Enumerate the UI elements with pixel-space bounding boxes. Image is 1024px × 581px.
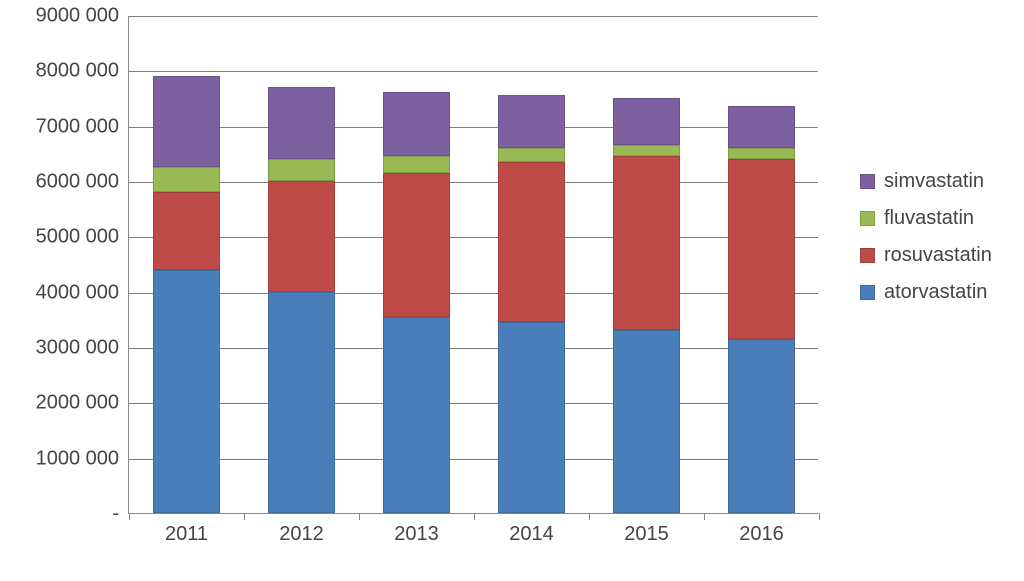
x-tick-label: 2012 <box>279 513 324 546</box>
y-tick-label: - <box>112 503 129 526</box>
gridline <box>129 182 818 183</box>
y-tick-label: 8000 000 <box>36 60 129 83</box>
bar-segment-atorvastatin <box>498 322 565 513</box>
x-tick-label: 2014 <box>509 513 554 546</box>
legend-swatch <box>860 211 875 226</box>
x-tick-mark <box>704 513 705 520</box>
x-tick-mark <box>819 513 820 520</box>
y-tick-label: 7000 000 <box>36 115 129 138</box>
x-tick-mark <box>359 513 360 520</box>
y-tick-label: 4000 000 <box>36 281 129 304</box>
bar-segment-atorvastatin <box>268 292 335 513</box>
bar-segment-fluvastatin <box>383 156 450 173</box>
bar-segment-atorvastatin <box>728 339 795 513</box>
bar-segment-simvastatin <box>728 106 795 148</box>
x-tick-mark <box>129 513 130 520</box>
x-tick-label: 2011 <box>165 513 208 546</box>
gridline <box>129 293 818 294</box>
legend-label: fluvastatin <box>884 207 974 230</box>
bar-segment-simvastatin <box>153 76 220 167</box>
x-tick-mark <box>589 513 590 520</box>
legend-item-atorvastatin: atorvastatin <box>860 281 992 304</box>
gridline <box>129 403 818 404</box>
bar-segment-rosuvastatin <box>268 181 335 292</box>
legend-item-rosuvastatin: rosuvastatin <box>860 244 992 267</box>
legend-item-fluvastatin: fluvastatin <box>860 207 992 230</box>
legend-label: rosuvastatin <box>884 244 992 267</box>
y-tick-label: 1000 000 <box>36 447 129 470</box>
legend: simvastatin fluvastatin rosuvastatin atorva… <box>860 170 992 318</box>
stacked-bar-chart: - 1000 000 2000 000 3000 000 4000 000 5000 00… <box>0 0 1024 581</box>
y-tick-label: 2000 000 <box>36 392 129 415</box>
bar-segment-fluvastatin <box>613 145 680 156</box>
bar-segment-atorvastatin <box>613 330 680 513</box>
y-tick-label: 6000 000 <box>36 171 129 194</box>
x-tick-label: 2015 <box>624 513 669 546</box>
x-tick-label: 2016 <box>739 513 784 546</box>
gridline <box>129 348 818 349</box>
bar-segment-atorvastatin <box>383 317 450 513</box>
y-tick-label: 3000 000 <box>36 337 129 360</box>
gridline <box>129 16 818 17</box>
legend-swatch <box>860 248 875 263</box>
legend-swatch <box>860 174 875 189</box>
bar-segment-fluvastatin <box>728 148 795 159</box>
legend-swatch <box>860 285 875 300</box>
y-tick-label: 5000 000 <box>36 226 129 249</box>
x-tick-label: 2013 <box>394 513 439 546</box>
bar-segment-simvastatin <box>383 92 450 156</box>
bar-segment-rosuvastatin <box>498 162 565 322</box>
bar-segment-rosuvastatin <box>153 192 220 269</box>
bar-segment-simvastatin <box>498 95 565 148</box>
legend-label: atorvastatin <box>884 281 987 304</box>
bar-segment-atorvastatin <box>153 270 220 513</box>
plot-area: -1000 0002000 0003000 0004000 0005000 00… <box>128 16 818 514</box>
gridline <box>129 127 818 128</box>
bar-segment-fluvastatin <box>268 159 335 181</box>
gridline <box>129 237 818 238</box>
legend-item-simvastatin: simvastatin <box>860 170 992 193</box>
bar-segment-fluvastatin <box>498 148 565 162</box>
gridline <box>129 71 818 72</box>
x-tick-mark <box>244 513 245 520</box>
bar-segment-simvastatin <box>268 87 335 159</box>
y-tick-label: 9000 000 <box>36 5 129 28</box>
bar-segment-rosuvastatin <box>383 173 450 317</box>
gridline <box>129 459 818 460</box>
bar-segment-simvastatin <box>613 98 680 145</box>
bar-segment-rosuvastatin <box>728 159 795 339</box>
bar-segment-rosuvastatin <box>613 156 680 330</box>
x-tick-mark <box>474 513 475 520</box>
bar-segment-fluvastatin <box>153 167 220 192</box>
legend-label: simvastatin <box>884 170 984 193</box>
